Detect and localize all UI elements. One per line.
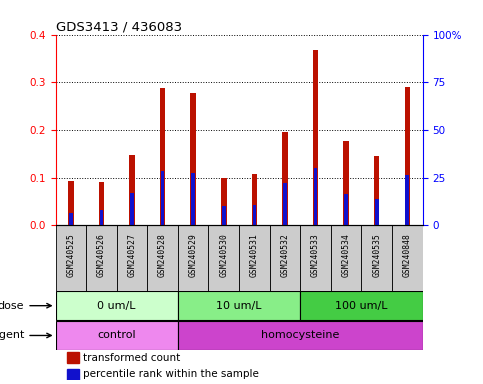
Bar — [56, 225, 86, 291]
Bar — [313, 50, 318, 225]
Bar — [67, 369, 79, 379]
Bar — [99, 210, 103, 225]
Bar — [191, 173, 195, 225]
Bar — [252, 174, 257, 225]
Bar — [270, 225, 300, 291]
Text: GSM240527: GSM240527 — [128, 233, 137, 277]
Bar — [375, 199, 379, 225]
Bar — [56, 291, 178, 320]
Bar — [160, 88, 165, 225]
Text: GSM240529: GSM240529 — [189, 233, 198, 277]
Bar — [56, 321, 178, 350]
Bar — [406, 175, 409, 225]
Bar — [361, 225, 392, 291]
Bar — [282, 132, 288, 225]
Bar — [344, 194, 348, 225]
Text: GSM240534: GSM240534 — [341, 233, 351, 277]
Text: GSM240531: GSM240531 — [250, 233, 259, 277]
Bar — [314, 168, 317, 225]
Text: agent: agent — [0, 331, 51, 341]
Bar — [392, 225, 423, 291]
Bar — [374, 156, 380, 225]
Bar — [405, 87, 410, 225]
Bar — [86, 225, 117, 291]
Bar — [161, 171, 164, 225]
Bar — [99, 182, 104, 225]
Bar — [147, 225, 178, 291]
Bar — [67, 353, 79, 363]
Text: 100 um/L: 100 um/L — [335, 301, 388, 311]
Bar — [300, 291, 423, 320]
Text: GSM240530: GSM240530 — [219, 233, 228, 277]
Text: GSM240528: GSM240528 — [158, 233, 167, 277]
Text: GSM240848: GSM240848 — [403, 233, 412, 277]
Bar — [221, 177, 227, 225]
Text: dose: dose — [0, 301, 51, 311]
Bar — [117, 225, 147, 291]
Bar — [190, 93, 196, 225]
Text: GSM240532: GSM240532 — [281, 233, 289, 277]
Bar — [300, 225, 331, 291]
Text: GSM240525: GSM240525 — [66, 233, 75, 277]
Bar — [69, 214, 72, 225]
Bar — [209, 225, 239, 291]
Bar — [178, 291, 300, 320]
Bar — [343, 141, 349, 225]
Text: control: control — [98, 331, 136, 341]
Text: GSM240533: GSM240533 — [311, 233, 320, 277]
Text: percentile rank within the sample: percentile rank within the sample — [83, 369, 259, 379]
Bar — [253, 205, 256, 225]
Bar — [130, 193, 134, 225]
Bar — [239, 225, 270, 291]
Text: 10 um/L: 10 um/L — [216, 301, 262, 311]
Bar — [129, 155, 135, 225]
Bar — [178, 321, 423, 350]
Bar — [178, 225, 209, 291]
Text: transformed count: transformed count — [83, 353, 180, 363]
Text: GSM240535: GSM240535 — [372, 233, 381, 277]
Bar — [283, 183, 287, 225]
Text: GSM240526: GSM240526 — [97, 233, 106, 277]
Bar — [222, 206, 226, 225]
Bar — [331, 225, 361, 291]
Bar — [68, 181, 73, 225]
Text: GDS3413 / 436083: GDS3413 / 436083 — [56, 20, 182, 33]
Text: homocysteine: homocysteine — [261, 331, 340, 341]
Text: 0 um/L: 0 um/L — [98, 301, 136, 311]
